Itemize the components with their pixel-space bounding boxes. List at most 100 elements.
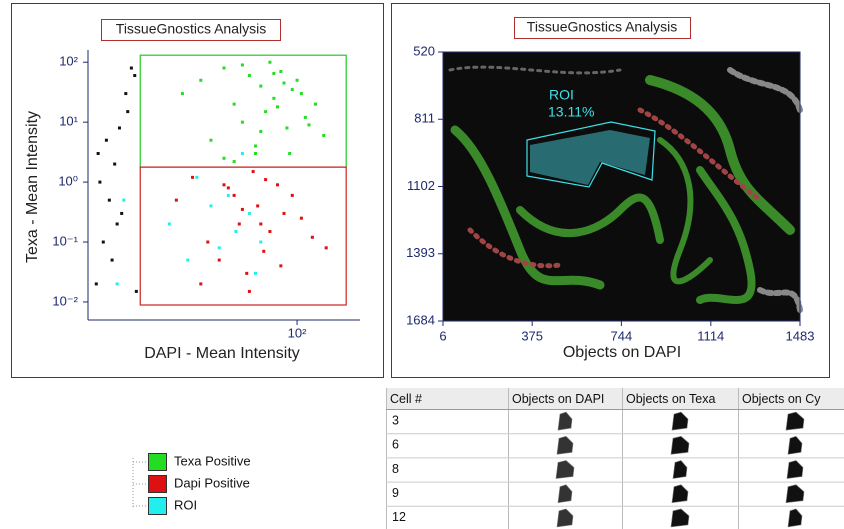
cell-thumbnail (671, 411, 689, 431)
roi-label: ROI (549, 87, 574, 103)
x-tick-label: 1483 (786, 328, 815, 343)
scatter-point (259, 222, 263, 226)
scatter-point (247, 289, 251, 293)
roi-percent: 13.11% (548, 104, 594, 120)
scatter-point (107, 198, 111, 202)
x-tick-label: 1114 (697, 328, 724, 343)
scatter-point (262, 249, 266, 253)
title-box (101, 19, 281, 41)
cell-id: 8 (392, 462, 399, 476)
y-tick-label: 10² (59, 54, 78, 69)
scatter-point (264, 178, 268, 182)
scatter-point (124, 92, 128, 96)
x-tick-label: 6 (439, 328, 446, 343)
scatter-point (285, 126, 289, 130)
scatter-point (232, 193, 236, 197)
y-tick-label: 10⁻² (52, 293, 78, 308)
scatter-point (245, 271, 249, 275)
cell-thumbnail (556, 508, 574, 528)
scatter-point (240, 63, 244, 67)
legend-swatch (148, 497, 167, 515)
cell-thumbnail (785, 411, 805, 431)
scatter-point (226, 186, 230, 190)
scatter-point (299, 216, 303, 220)
scatter-point (209, 204, 213, 208)
cell-id: 12 (392, 510, 406, 524)
y-tick-label: 10⁻¹ (52, 233, 78, 248)
scatter-point (288, 152, 292, 156)
scatter-point (126, 110, 130, 114)
scatter-point (101, 240, 105, 244)
x-axis-title: Objects on DAPI (563, 344, 681, 361)
scatter-point (268, 229, 272, 233)
scatter-point (324, 246, 328, 250)
scatter-point (199, 282, 203, 286)
scatter-point (240, 207, 244, 211)
cell-id: 6 (392, 438, 399, 452)
scatter-point (279, 70, 283, 74)
scatter-point (290, 88, 294, 92)
scatter-point (253, 152, 257, 156)
cell-thumbnail (671, 484, 689, 504)
scatter-point (237, 222, 241, 226)
scatter-point (259, 240, 263, 244)
scatter-point (322, 133, 326, 137)
scatter-point (133, 74, 137, 78)
scatter-point (310, 235, 314, 239)
scatter-point (295, 78, 299, 82)
roi-polygon (526, 121, 656, 188)
cell-id: 9 (392, 486, 399, 500)
scatter-point (279, 264, 283, 268)
scatter-point (222, 66, 226, 70)
legend-swatch (148, 475, 167, 493)
x-tick-label: 744 (611, 328, 633, 343)
scatter-point (217, 258, 221, 262)
y-tick-label: 1393 (406, 245, 435, 260)
legend: Texa Positive Dapi Positive ROI (132, 453, 251, 515)
scatter-point (180, 92, 184, 96)
scatter-point (113, 162, 117, 166)
scatter-point (120, 211, 124, 215)
scatter-point (253, 271, 257, 275)
scatter-point (272, 96, 276, 100)
scatter-point (191, 175, 195, 179)
scatter-panel (11, 3, 384, 378)
scatter-point (129, 66, 133, 70)
y-axis-title: Texa - Mean Intensity (24, 111, 41, 263)
scatter-point (115, 222, 119, 226)
scatter-point (299, 92, 303, 96)
scatter-point (110, 258, 114, 262)
image-axes: 6 375 744 1114 1483 520 811 1102 1393 1684 (406, 43, 814, 343)
scatter-point (232, 102, 236, 106)
y-tick-label: 10¹ (59, 114, 78, 129)
scatter-point (222, 183, 226, 187)
table-header-bg (386, 388, 844, 409)
scatter-point (217, 246, 221, 250)
scatter-point (232, 160, 236, 164)
cell-thumbnail (557, 484, 573, 504)
scatter-point (96, 152, 100, 156)
scatter-point (303, 115, 307, 119)
cell-thumbnail (556, 435, 574, 455)
scatter-point (259, 84, 263, 88)
scatter-point (282, 211, 286, 215)
scatter-point (134, 289, 138, 293)
scatter-point (240, 152, 244, 156)
cell-thumbnail (786, 460, 804, 479)
scatter-point (115, 282, 119, 286)
scatter-point (117, 126, 121, 130)
cell-thumbnail (787, 435, 803, 455)
y-tick-label: 10⁰ (58, 174, 78, 189)
y-tick-label: 1102 (407, 178, 435, 193)
scatter-point (247, 74, 251, 78)
cell-thumbnail (670, 508, 690, 528)
x-tick-label: 375 (521, 328, 543, 343)
column-header: Objects on DAPI (512, 392, 604, 406)
panel-title: TissueGnostics Analysis (527, 19, 677, 35)
x-tick-label: 10² (288, 325, 307, 340)
scatter-point (313, 102, 317, 106)
scatter-point (264, 110, 268, 114)
scatter-point (195, 175, 199, 179)
scatter-point (94, 282, 98, 286)
